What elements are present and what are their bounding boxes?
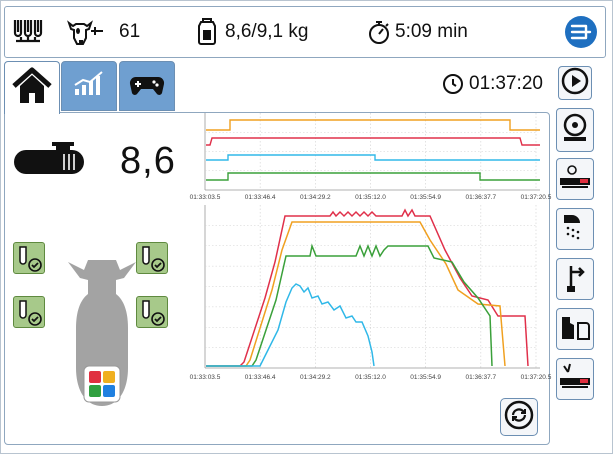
duration: 5:09 min [395, 21, 468, 42]
color-grid-icon[interactable] [83, 365, 121, 403]
clock-icon [443, 74, 463, 94]
clock-time: 01:37:20 [469, 73, 543, 94]
cow-icon [65, 17, 109, 47]
cow-info: 61 [65, 17, 140, 47]
tab-control[interactable] [119, 61, 175, 111]
teat-check-icon [19, 300, 42, 326]
tab-charts[interactable] [61, 61, 117, 111]
shower-icon [560, 211, 590, 248]
feed-bag-icon [197, 18, 217, 46]
divert-valve-icon [561, 260, 589, 299]
teat-status-rear-right[interactable] [136, 296, 168, 328]
alarm-button[interactable] [556, 108, 594, 152]
bar-chart-icon [71, 69, 107, 104]
milk-amount: 8,6 [120, 140, 176, 182]
feed-amount: 8,6/9,1 kg [225, 21, 309, 42]
teat-status-rear-left[interactable] [13, 296, 45, 328]
cow-number: 61 [119, 21, 141, 42]
feed-info: 8,6/9,1 kg [197, 17, 308, 47]
cow-silhouette [62, 248, 142, 419]
divert-button[interactable] [556, 258, 594, 300]
bell-icon [560, 111, 590, 150]
duration-info: 5:09 min [367, 17, 468, 47]
status-bar: 61 8,6/9,1 kg 5:09 min [4, 6, 606, 58]
spray-button[interactable] [556, 208, 594, 250]
home-icon [10, 66, 54, 111]
cleaning-cup-icon [558, 162, 592, 197]
teat-clean-button[interactable] [556, 158, 594, 200]
stopwatch-icon [367, 19, 391, 45]
tab-home[interactable] [4, 61, 60, 114]
play-button[interactable] [558, 66, 592, 100]
teat-check-icon [19, 246, 42, 272]
hand-cup-icon [558, 311, 592, 348]
refresh-button[interactable] [500, 398, 538, 436]
teat-status-front-right[interactable] [136, 242, 168, 274]
play-icon [561, 67, 589, 100]
refresh-icon [504, 400, 534, 435]
brand-logo[interactable] [565, 16, 597, 48]
teat-status-front-left[interactable] [13, 242, 45, 274]
manual-attach-button[interactable] [556, 308, 594, 350]
session-clock: 01:37:20 [442, 70, 543, 98]
milking-cluster-icon [11, 17, 45, 47]
milk-tank-icon [12, 140, 88, 181]
takeoff-icon [558, 362, 592, 397]
take-off-button[interactable] [556, 358, 594, 400]
gamepad-icon [128, 69, 166, 104]
teat-check-icon [142, 246, 165, 272]
teat-check-icon [142, 300, 165, 326]
